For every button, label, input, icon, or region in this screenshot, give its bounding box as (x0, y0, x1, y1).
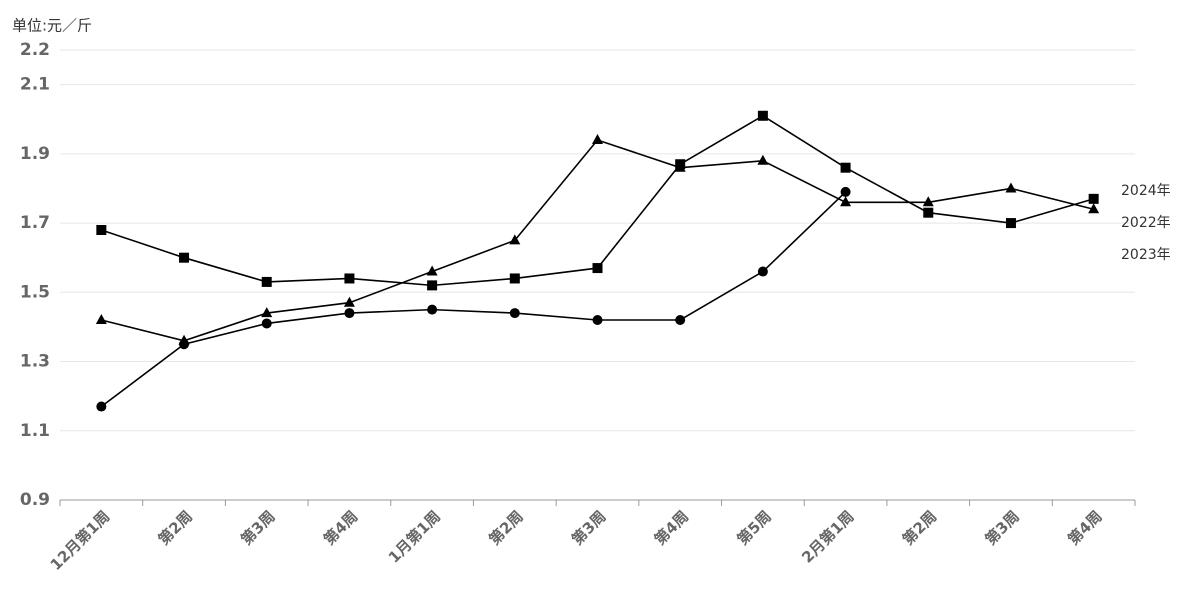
x-tick-label: 第3周 (982, 507, 1023, 548)
data-point (923, 207, 934, 218)
x-tick-label: 2月第1周 (798, 507, 857, 566)
data-point (261, 307, 273, 318)
data-point (509, 308, 520, 319)
x-tick-label: 第2周 (485, 507, 526, 548)
data-point (427, 304, 438, 315)
data-point (840, 162, 851, 173)
data-point (261, 318, 272, 329)
data-point (922, 196, 934, 207)
data-point (178, 334, 190, 345)
x-tick-label: 第4周 (651, 507, 692, 548)
data-point (344, 273, 355, 284)
x-tick-label: 第2周 (899, 507, 940, 548)
data-point (261, 276, 272, 287)
y-tick-label: 2.1 (20, 75, 50, 95)
y-tick-label: 1.3 (20, 352, 50, 372)
data-point (427, 280, 438, 291)
y-tick-label: 1.7 (20, 213, 50, 233)
data-point (757, 154, 769, 165)
data-point (1005, 218, 1016, 229)
series-label: 2024年 (1121, 183, 1171, 199)
data-point (757, 110, 768, 121)
data-point (592, 263, 603, 274)
data-point (840, 196, 852, 207)
y-tick-label: 1.5 (20, 282, 50, 302)
y-tick-label: 0.9 (20, 490, 50, 510)
data-point (343, 296, 355, 307)
data-point (96, 401, 107, 412)
data-point (1088, 203, 1100, 214)
x-tick-label: 第5周 (734, 507, 775, 548)
data-point (674, 161, 686, 172)
series-label: 2022年 (1121, 215, 1171, 231)
data-point (509, 273, 520, 284)
x-tick-label: 第3周 (568, 507, 609, 548)
data-point (179, 252, 190, 263)
x-tick-label: 1月第1周 (385, 507, 444, 566)
data-point (96, 225, 107, 235)
data-point (426, 265, 438, 276)
x-tick-label: 第3周 (237, 507, 278, 548)
x-tick-label: 第4周 (1064, 507, 1105, 548)
data-point (344, 308, 355, 319)
data-point (1088, 193, 1099, 204)
data-point (592, 134, 603, 144)
data-point (95, 314, 107, 324)
y-axis-unit: 单位:元／斤 (12, 17, 92, 35)
series-line (101, 139, 1094, 342)
y-tick-label: 1.9 (20, 144, 50, 164)
x-tick-label: 第2周 (155, 507, 196, 548)
data-point (840, 186, 851, 197)
data-point (757, 266, 768, 277)
data-point (675, 315, 686, 325)
series-label: 2023年 (1121, 247, 1171, 263)
x-tick-label: 12月第1周 (47, 507, 114, 574)
data-point (1005, 182, 1017, 193)
x-tick-label: 第4周 (320, 507, 361, 548)
data-point (592, 315, 603, 325)
y-tick-label: 2.2 (20, 40, 50, 60)
series-line (100, 191, 847, 408)
y-tick-label: 1.1 (20, 421, 50, 441)
data-point (509, 234, 521, 245)
